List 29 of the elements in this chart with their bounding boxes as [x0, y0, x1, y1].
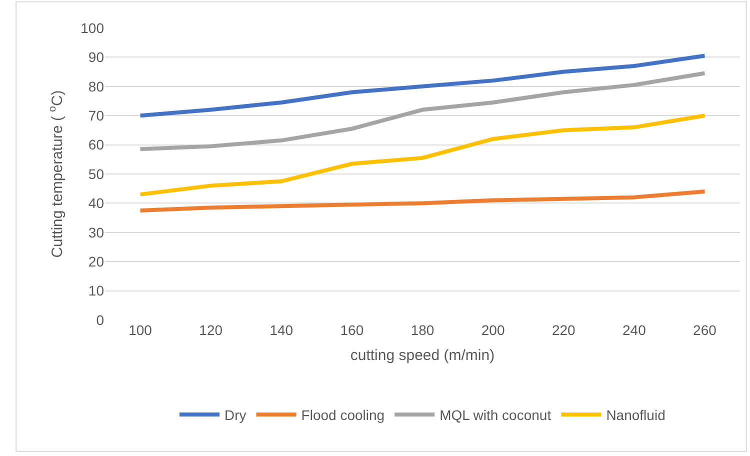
y-tick-label: 90 — [88, 49, 104, 66]
x-axis-title: cutting speed (m/min) — [350, 347, 495, 364]
x-tick-label: 120 — [199, 322, 223, 338]
y-tick-label: 100 — [80, 20, 104, 36]
y-tick-label: 80 — [88, 78, 104, 94]
x-tick-label: 180 — [410, 322, 434, 338]
x-tick-label: 240 — [622, 322, 646, 338]
legend-label: Dry — [224, 406, 246, 423]
line-series — [138, 114, 707, 196]
x-tick-label: 200 — [481, 322, 505, 338]
y-tick-label: 0 — [96, 312, 104, 328]
x-tick-label: 140 — [270, 322, 294, 338]
line-series — [138, 190, 707, 212]
line-series — [138, 54, 707, 118]
y-tick-label: 10 — [88, 282, 104, 299]
x-tick-label: 100 — [128, 322, 152, 338]
x-tick-label: 160 — [340, 322, 364, 338]
y-tick-label: 60 — [88, 136, 104, 153]
y-tick-label: 20 — [88, 254, 104, 270]
legend-label: Flood cooling — [301, 406, 385, 423]
x-tick-label: 220 — [552, 322, 576, 338]
y-tick-label: 30 — [88, 224, 104, 240]
legend-label: Nanofluid — [606, 406, 666, 423]
x-tick-label: 260 — [693, 322, 717, 338]
y-tick-label: 50 — [88, 166, 104, 182]
y-tick-label: 40 — [88, 195, 104, 212]
legend-label: MQL with coconut — [440, 406, 552, 423]
y-tick-label: 70 — [88, 108, 104, 124]
line-series — [138, 71, 707, 152]
